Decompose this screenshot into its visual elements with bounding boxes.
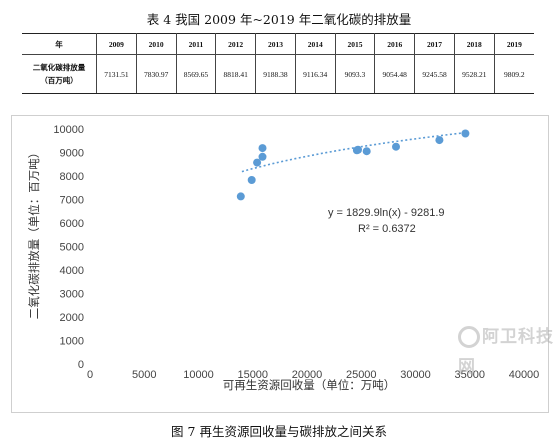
emissions-table: 年 2009 2010 2011 2012 2013 2014 2015 201… xyxy=(22,33,534,94)
x-tick-labels: 0 5000 10000 15000 20000 25000 30000 35000 40000 xyxy=(87,369,539,381)
table-header-label: 年 xyxy=(22,33,97,55)
value-cell: 9809.2 xyxy=(493,54,534,94)
value-cell: 7830.97 xyxy=(135,54,177,94)
year-cell: 2016 xyxy=(374,33,416,55)
year-cell: 2019 xyxy=(493,33,534,55)
figure-caption: 图 7 再生资源回收量与碳排放之间关系 xyxy=(171,424,387,439)
value-cell: 9245.58 xyxy=(414,54,455,94)
table-header-row: 年 2009 2010 2011 2012 2013 2014 2015 201… xyxy=(22,33,534,55)
data-point xyxy=(236,192,245,201)
value-cell: 9188.38 xyxy=(255,54,296,94)
data-point xyxy=(352,146,361,155)
y-tick-labels: 0 1000 2000 3000 4000 5000 6000 7000 8000 9000 100… xyxy=(53,124,84,371)
value-cell: 9054.48 xyxy=(374,54,416,94)
y-tick-label: 9000 xyxy=(60,148,84,160)
y-tick-label: 6000 xyxy=(60,218,84,230)
year-cell: 2013 xyxy=(255,33,296,55)
x-tick-label: 15000 xyxy=(237,369,268,381)
data-point xyxy=(253,158,262,167)
y-axis-label: 二氧化碳排放量（单位：百万吨） xyxy=(27,147,41,320)
x-tick-label: 10000 xyxy=(183,369,214,381)
y-tick-label: 8000 xyxy=(60,171,84,183)
year-cell: 2010 xyxy=(135,33,177,55)
row-label-line1: 二氧化碳排放量 xyxy=(32,63,86,72)
year-cell: 2011 xyxy=(175,33,217,55)
watermark-logo-icon xyxy=(458,326,480,348)
x-tick-label: 35000 xyxy=(454,369,485,381)
value-cell: 7131.51 xyxy=(96,54,137,94)
table-title: 表 4 我国 2009 年~2019 年二氧化碳的排放量 xyxy=(146,12,412,27)
data-point xyxy=(461,129,470,138)
data-point xyxy=(258,152,267,161)
value-cell: 9116.34 xyxy=(294,54,336,94)
year-cell: 2012 xyxy=(215,33,257,55)
year-cell: 2009 xyxy=(96,33,137,55)
x-axis-label: 可再生资源回收量（单位：万吨） xyxy=(223,378,396,392)
value-cell: 9093.3 xyxy=(334,54,376,94)
x-tick-label: 40000 xyxy=(509,369,540,381)
data-point xyxy=(362,147,371,156)
x-tick-label: 0 xyxy=(87,369,93,381)
y-tick-label: 10000 xyxy=(53,124,84,136)
scatter-chart: 0 1000 2000 3000 4000 5000 6000 7000 8000 9000 100… xyxy=(27,124,539,392)
year-cell: 2017 xyxy=(414,33,455,55)
watermark-text: 阿卫科技网 xyxy=(458,327,554,377)
value-cell: 9528.21 xyxy=(453,54,495,94)
data-point xyxy=(247,176,256,184)
y-tick-label: 3000 xyxy=(60,289,84,301)
data-point xyxy=(392,142,400,151)
year-cell: 2015 xyxy=(334,33,376,55)
y-tick-label: 5000 xyxy=(60,242,84,254)
value-cell: 8818.41 xyxy=(215,54,257,94)
x-tick-label: 30000 xyxy=(400,369,431,381)
row-label-line2: （百万吨） xyxy=(40,76,78,85)
y-tick-label: 4000 xyxy=(60,265,84,277)
x-tick-label: 25000 xyxy=(346,369,377,381)
y-tick-label: 1000 xyxy=(60,336,84,348)
trendline-equation: y = 1829.9ln(x) - 9281.9 xyxy=(328,207,445,219)
row-label: 二氧化碳排放量 （百万吨） xyxy=(22,54,97,94)
chart-frame: 0 1000 2000 3000 4000 5000 6000 7000 8000 9000 100… xyxy=(11,115,553,413)
r-squared-label: R² = 0.6372 xyxy=(358,223,416,235)
x-tick-label: 5000 xyxy=(132,369,156,381)
data-point xyxy=(258,144,267,153)
year-cell: 2018 xyxy=(453,33,495,55)
table-data-row: 二氧化碳排放量 （百万吨） 7131.51 7830.97 8569.65 88… xyxy=(22,54,534,94)
y-tick-label: 0 xyxy=(78,359,84,371)
y-tick-label: 2000 xyxy=(60,312,84,324)
year-cell: 2014 xyxy=(294,33,336,55)
data-points xyxy=(236,129,470,201)
data-point xyxy=(435,136,444,145)
y-tick-label: 7000 xyxy=(60,195,84,207)
watermark: 阿卫科技网 xyxy=(458,322,558,377)
x-tick-label: 20000 xyxy=(292,369,323,381)
value-cell: 8569.65 xyxy=(175,54,217,94)
